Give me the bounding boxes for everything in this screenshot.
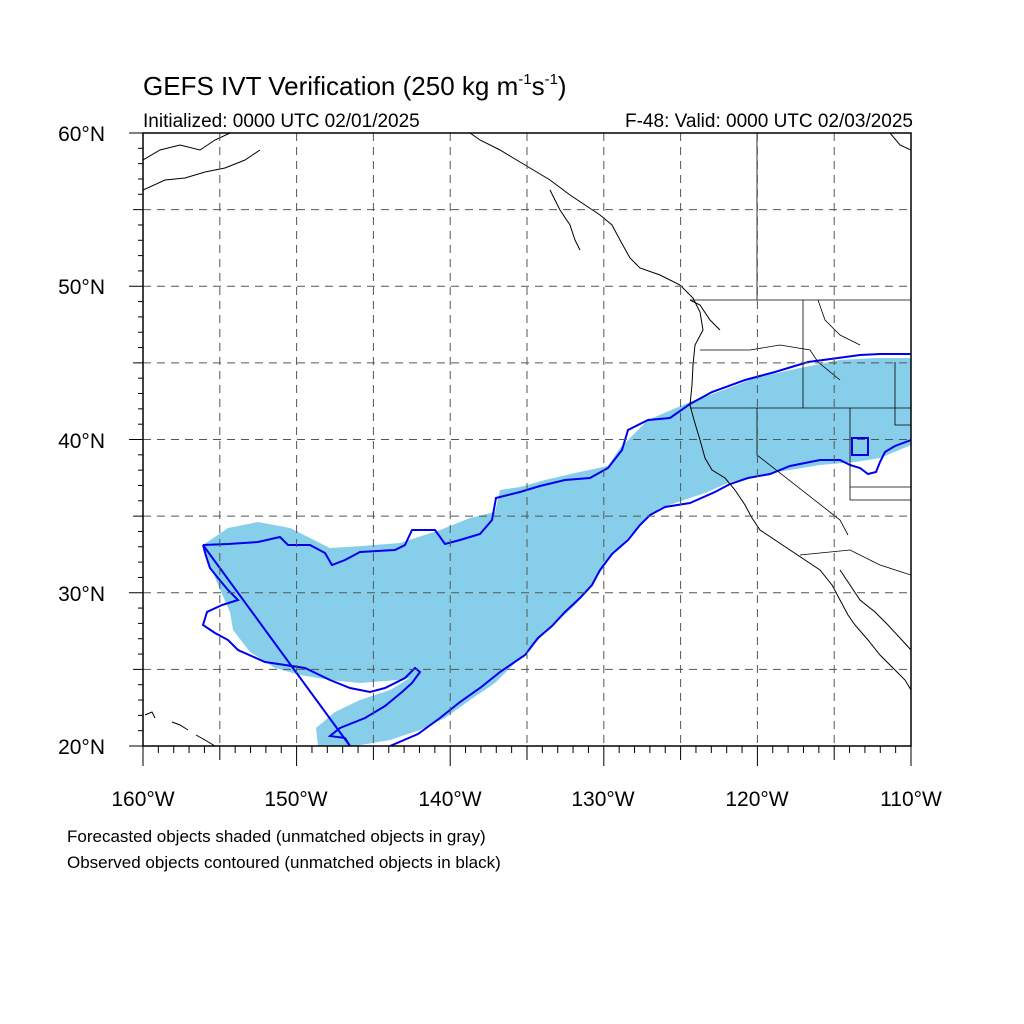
lat-label-60n: 60°N [58,123,105,146]
map-frame [142,132,912,747]
chart-title: GEFS IVT Verification (250 kg m-1s-1) [143,71,567,101]
state-borders [690,133,911,576]
lon-label-130w: 130°W [571,788,634,811]
lon-labels: 160°W 150°W 140°W 130°W 120°W 110°W [111,788,942,811]
lon-label-110w: 110°W [880,788,942,811]
caption-observed: Observed objects contoured (unmatched ob… [67,853,501,872]
lat-lon-grid [143,133,911,746]
lat-label-40n: 40°N [58,430,105,453]
lat-labels: 20°N 30°N 40°N 50°N 60°N [58,123,105,759]
lon-label-150w: 150°W [264,788,327,811]
forecast-object-shade [203,358,911,746]
lat-label-20n: 20°N [58,736,105,759]
axis-ticks [129,132,912,766]
lat-label-30n: 30°N [58,583,105,606]
valid-time-label: F-48: Valid: 0000 UTC 02/03/2025 [625,111,913,132]
init-time-label: Initialized: 0000 UTC 02/01/2025 [143,111,420,132]
coastlines [143,133,911,746]
lon-label-120w: 120°W [725,788,788,811]
observed-object-contour [201,353,911,746]
caption-forecast: Forecasted objects shaded (unmatched obj… [67,827,486,846]
lon-label-140w: 140°W [418,788,481,811]
lon-label-160w: 160°W [111,788,174,811]
lat-label-50n: 50°N [58,276,105,299]
